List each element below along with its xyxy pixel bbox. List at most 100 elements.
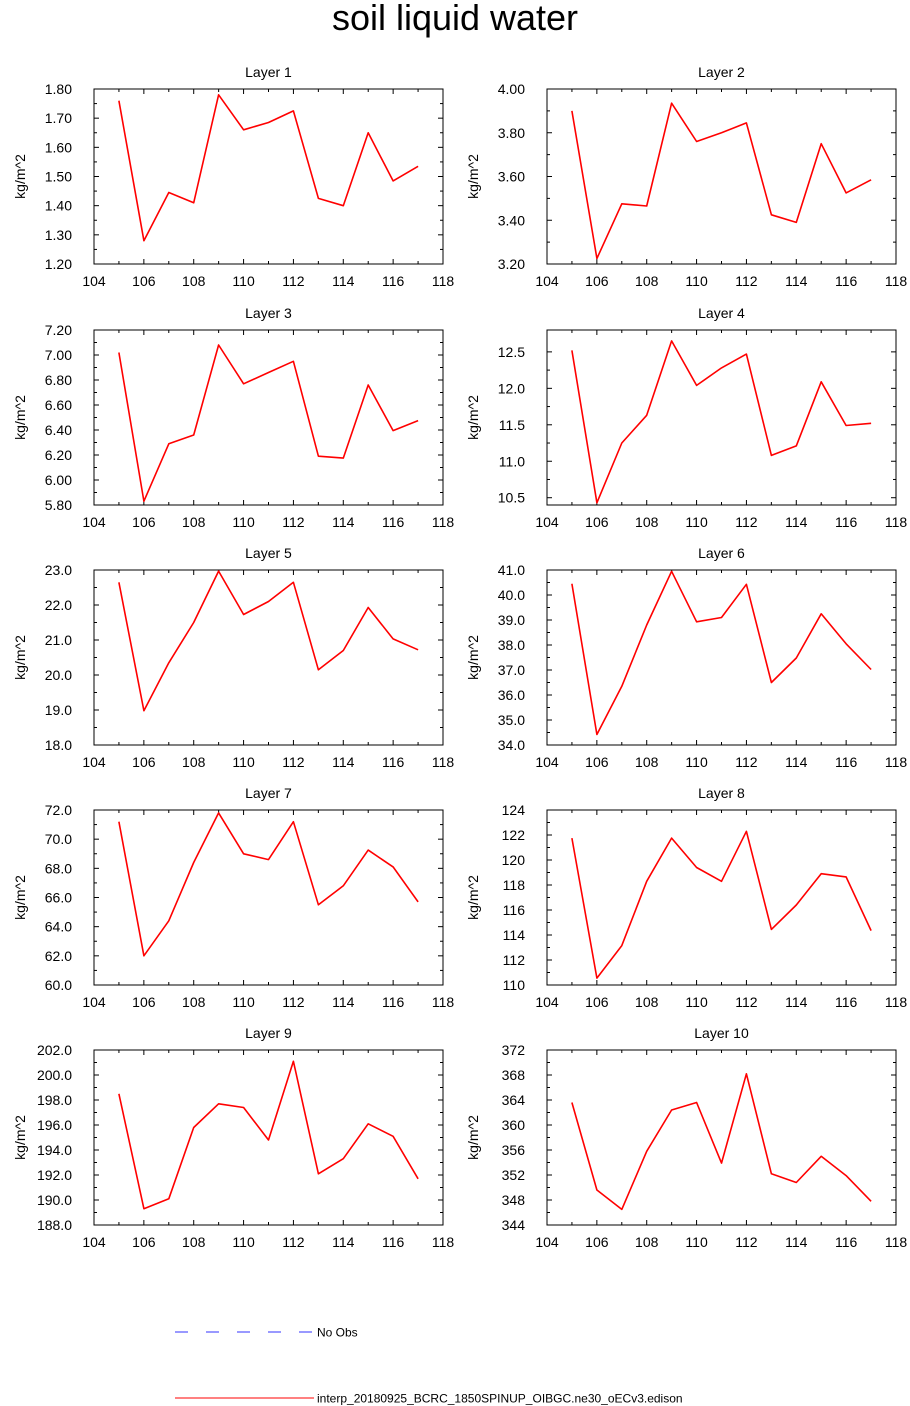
y-tick-label: 39.0 bbox=[498, 612, 525, 628]
y-tick-label: 38.0 bbox=[498, 637, 525, 653]
y-tick-label: 22.0 bbox=[45, 597, 72, 613]
y-tick-label: 122 bbox=[502, 827, 526, 843]
x-tick-label: 116 bbox=[835, 273, 858, 289]
y-tick-label: 352 bbox=[502, 1167, 526, 1183]
plot-frame bbox=[93, 569, 444, 746]
x-tick-label: 106 bbox=[585, 754, 609, 770]
x-tick-label: 118 bbox=[432, 514, 455, 530]
y-tick-label: 202.0 bbox=[37, 1042, 72, 1058]
legend: No Obs interp_20180925_BCRC_1850SPINUP_O… bbox=[175, 1326, 683, 1406]
x-tick-label: 116 bbox=[382, 514, 405, 530]
x-tick-label: 110 bbox=[685, 273, 708, 289]
y-tick-label: 23.0 bbox=[45, 562, 72, 578]
y-tick-label: 1.70 bbox=[45, 110, 72, 126]
x-tick-label: 112 bbox=[282, 994, 305, 1010]
x-tick-label: 110 bbox=[232, 754, 255, 770]
chart-layer-9: Layer 9 kg/m^2 104 106 108 110 112 114 116 118 188… bbox=[12, 1025, 454, 1250]
series-line bbox=[118, 94, 419, 242]
x-tick-label: 118 bbox=[432, 273, 455, 289]
chart-title: Layer 10 bbox=[694, 1025, 749, 1041]
x-tick-label: 104 bbox=[82, 273, 106, 289]
y-tick-label: 12.0 bbox=[498, 380, 525, 396]
y-axis-label: kg/m^2 bbox=[465, 875, 481, 920]
x-tick-label: 108 bbox=[182, 994, 206, 1010]
y-tick-label: 192.0 bbox=[37, 1167, 72, 1183]
chart-layer-3: Layer 3 kg/m^2 104 106 108 110 112 114 116 118 5.8… bbox=[12, 305, 454, 530]
y-tick-label: 72.0 bbox=[45, 802, 72, 818]
y-tick-label: 196.0 bbox=[37, 1117, 72, 1133]
x-tick-label: 118 bbox=[885, 754, 908, 770]
chart-layer-10: Layer 10 kg/m^2 104 106 108 110 112 114 116 118 34… bbox=[465, 1025, 907, 1250]
chart-title: Layer 9 bbox=[245, 1025, 292, 1041]
x-tick-label: 114 bbox=[332, 273, 355, 289]
y-tick-label: 114 bbox=[503, 927, 526, 943]
y-tick-label: 198.0 bbox=[37, 1092, 72, 1108]
y-tick-label: 368 bbox=[502, 1067, 526, 1083]
y-tick-label: 6.40 bbox=[45, 422, 72, 438]
x-tick-label: 116 bbox=[835, 754, 858, 770]
x-tick-label: 118 bbox=[432, 1234, 455, 1250]
x-tick-label: 108 bbox=[635, 994, 659, 1010]
x-tick-label: 112 bbox=[735, 514, 758, 530]
y-axis-label: kg/m^2 bbox=[12, 635, 28, 680]
series-line bbox=[118, 1060, 419, 1210]
x-tick-label: 110 bbox=[685, 1234, 708, 1250]
x-tick-label: 108 bbox=[635, 273, 659, 289]
y-tick-label: 348 bbox=[502, 1192, 526, 1208]
y-tick-label: 360 bbox=[502, 1117, 526, 1133]
x-tick-label: 112 bbox=[282, 273, 305, 289]
series-line bbox=[118, 344, 419, 503]
x-tick-label: 110 bbox=[232, 273, 255, 289]
chart-title: Layer 3 bbox=[245, 305, 292, 321]
y-tick-label: 120 bbox=[502, 852, 526, 868]
y-tick-label: 110 bbox=[503, 977, 526, 993]
x-tick-label: 116 bbox=[835, 1234, 858, 1250]
x-tick-label: 118 bbox=[885, 273, 908, 289]
x-tick-label: 118 bbox=[432, 754, 455, 770]
y-tick-label: 68.0 bbox=[45, 860, 72, 876]
y-tick-label: 35.0 bbox=[498, 712, 525, 728]
y-tick-label: 124 bbox=[502, 802, 526, 818]
x-tick-label: 112 bbox=[282, 1234, 305, 1250]
legend-entry-no-obs: No Obs bbox=[175, 1326, 358, 1340]
x-tick-label: 106 bbox=[132, 1234, 156, 1250]
x-tick-label: 106 bbox=[132, 754, 156, 770]
chart-title: Layer 6 bbox=[698, 545, 745, 561]
series-line bbox=[571, 340, 872, 504]
chart-layer-8: Layer 8 kg/m^2 104 106 108 110 112 114 116 118 110… bbox=[465, 785, 907, 1010]
y-tick-label: 6.20 bbox=[45, 447, 72, 463]
x-tick-label: 104 bbox=[535, 273, 559, 289]
x-tick-label: 118 bbox=[885, 1234, 908, 1250]
x-tick-label: 112 bbox=[735, 994, 758, 1010]
chart-title: Layer 8 bbox=[698, 785, 745, 801]
x-tick-label: 106 bbox=[585, 994, 609, 1010]
y-tick-label: 62.0 bbox=[45, 948, 72, 964]
x-tick-label: 110 bbox=[232, 994, 255, 1010]
x-tick-label: 118 bbox=[432, 994, 455, 1010]
y-tick-label: 1.80 bbox=[45, 81, 72, 97]
x-tick-label: 106 bbox=[585, 514, 609, 530]
legend-label-no-obs: No Obs bbox=[317, 1326, 358, 1340]
y-tick-label: 1.30 bbox=[45, 227, 72, 243]
x-tick-label: 112 bbox=[282, 754, 305, 770]
x-tick-label: 104 bbox=[82, 514, 106, 530]
x-tick-label: 114 bbox=[785, 754, 808, 770]
x-tick-label: 104 bbox=[82, 754, 106, 770]
series-line bbox=[571, 1073, 872, 1211]
series-line bbox=[571, 830, 872, 979]
y-tick-label: 4.00 bbox=[498, 81, 525, 97]
chart-layer-6: Layer 6 kg/m^2 104 106 108 110 112 114 116 118 34.… bbox=[465, 545, 907, 770]
y-tick-label: 194.0 bbox=[37, 1142, 72, 1158]
y-tick-label: 344 bbox=[502, 1217, 526, 1233]
chart-panels: Layer 1 kg/m^2 104 106 108 110 112 114 116 118 1.2… bbox=[12, 64, 907, 1250]
plot-frame bbox=[546, 1049, 897, 1226]
x-tick-label: 110 bbox=[232, 514, 255, 530]
x-tick-label: 114 bbox=[785, 273, 808, 289]
chart-title: Layer 7 bbox=[245, 785, 292, 801]
y-tick-label: 70.0 bbox=[45, 831, 72, 847]
x-tick-label: 112 bbox=[735, 273, 758, 289]
y-axis-label: kg/m^2 bbox=[12, 154, 28, 199]
x-tick-label: 118 bbox=[885, 514, 908, 530]
x-tick-label: 106 bbox=[132, 514, 156, 530]
